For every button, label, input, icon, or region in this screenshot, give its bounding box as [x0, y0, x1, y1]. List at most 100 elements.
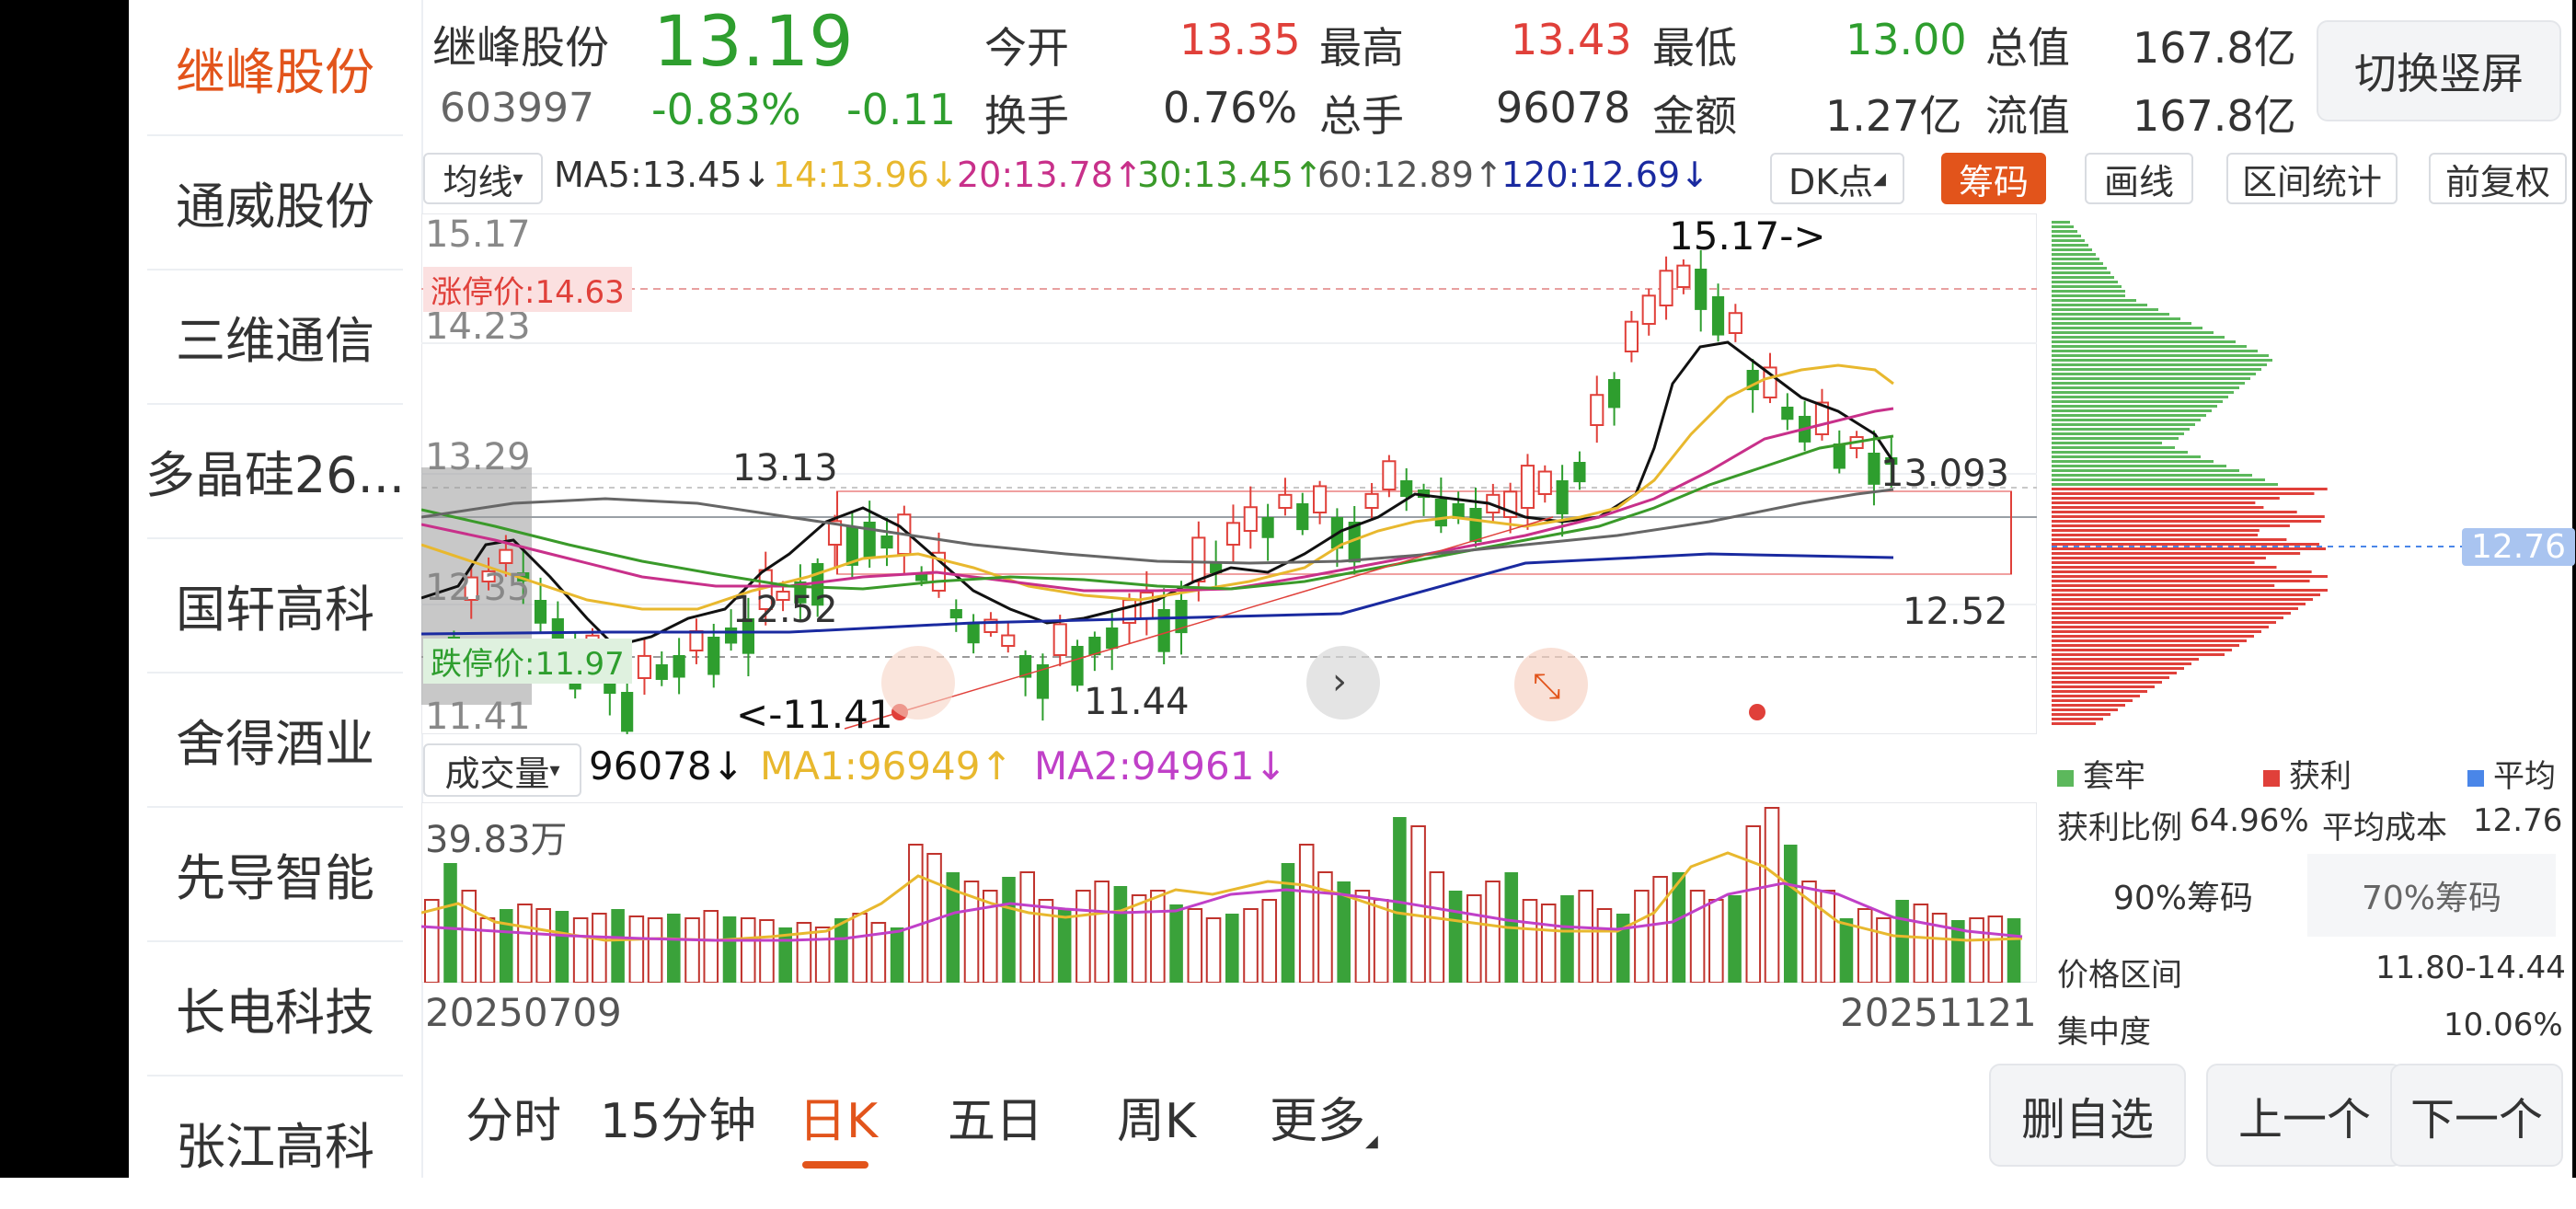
concentration-label: 集中度: [2057, 1014, 2151, 1051]
candle-body: [1278, 493, 1293, 509]
volume-bar: [1429, 871, 1445, 983]
chip-bar: [2052, 593, 2320, 596]
chip-bar: [2052, 635, 2254, 638]
candle-body: [534, 600, 547, 624]
volume-bar: [1131, 894, 1147, 983]
candle-body: [1833, 443, 1846, 469]
volume-bar: [1075, 890, 1091, 983]
chip-bar: [2052, 483, 2278, 486]
chip-bar: [2052, 271, 2110, 274]
ma-selector-dropdown[interactable]: 均线 ▾: [423, 153, 543, 204]
collapse-circle[interactable]: [1514, 648, 1588, 721]
stock-list-item-active[interactable]: 继峰股份: [147, 0, 403, 136]
volume-bar: [611, 909, 625, 983]
stock-list-item[interactable]: 张江高科: [176, 1117, 374, 1176]
low-label: 最低: [1652, 23, 1737, 73]
candle-body: [1556, 480, 1569, 514]
candle-body: [1641, 294, 1656, 325]
forward-adjust-button[interactable]: 前复权: [2429, 153, 2567, 204]
stock-list-item[interactable]: 先导智能: [147, 806, 403, 942]
candle-body: [1781, 407, 1794, 420]
candle-body: [1071, 646, 1084, 686]
volume-bar: [1354, 890, 1371, 983]
remove-watchlist-button[interactable]: 删自选: [1989, 1064, 2186, 1167]
stock-list-item[interactable]: 多晶硅26...: [147, 403, 403, 539]
candle-body: [673, 655, 685, 678]
chip-bar: [2052, 695, 2140, 697]
tab-more-label: 更多: [1270, 1094, 1366, 1149]
chip-bar: [2052, 322, 2191, 325]
draw-line-button[interactable]: 画线: [2085, 153, 2193, 204]
volume-bar: [684, 917, 700, 983]
volume-bar: [1540, 904, 1557, 983]
stock-list-item[interactable]: 长电科技: [147, 940, 403, 1077]
range-stats-button[interactable]: 区间统计: [2226, 153, 2398, 204]
volume-bar: [1373, 899, 1389, 983]
volume-bar: [1652, 876, 1668, 983]
tab-intraday[interactable]: 分时: [466, 1094, 562, 1149]
chip-bar: [2052, 428, 2190, 431]
tab-90-chip[interactable]: 90%筹码: [2059, 854, 2307, 937]
chip-bar: [2052, 396, 2228, 398]
volume-bar: [982, 890, 998, 983]
tab-weekly-k[interactable]: 周K: [1117, 1094, 1197, 1149]
tab-more[interactable]: 更多◢: [1270, 1082, 1378, 1151]
tab-70-chip[interactable]: 70%筹码: [2307, 854, 2556, 937]
collapse-icon: ⤡: [1533, 665, 1560, 706]
chip-bar: [2052, 442, 2162, 444]
low-price-marker: <-11.41: [736, 692, 893, 737]
ma60-line: [421, 488, 1894, 565]
legend-locked-label: 套牢: [2083, 758, 2145, 795]
price-range-value: 11.80-14.44: [2375, 950, 2566, 986]
volume-bar: [1820, 890, 1836, 983]
tab-15min[interactable]: 15分钟: [600, 1094, 757, 1149]
switch-portrait-button[interactable]: 切换竖屏: [2317, 20, 2561, 121]
chip-bar: [2052, 492, 2315, 495]
volume-bar: [424, 899, 440, 983]
kline-chart[interactable]: › ⤡: [421, 213, 2037, 734]
chip-bar: [2052, 294, 2125, 297]
next-arrow-circle[interactable]: [1306, 646, 1380, 720]
volume-bar: [703, 910, 719, 983]
candle-body: [827, 520, 843, 546]
volume-bar: [499, 909, 513, 983]
volume-bar: [1672, 872, 1686, 983]
chip-bar: [2052, 253, 2096, 256]
chip-bar: [2052, 368, 2261, 371]
stock-list-item[interactable]: 三维通信: [147, 269, 403, 405]
change-amount: -0.11: [846, 85, 957, 134]
turnover-label: 换手: [984, 91, 1069, 141]
previous-stock-button[interactable]: 上一个: [2206, 1064, 2403, 1167]
chip-bar: [2052, 529, 2260, 532]
stock-list-item[interactable]: 通威股份: [147, 134, 403, 271]
volume-bar: [1969, 917, 1984, 983]
volume-bar: [1987, 915, 2004, 983]
volume-bar: [890, 927, 904, 983]
chip-bar: [2052, 672, 2177, 674]
tab-daily-k[interactable]: 日K: [799, 1094, 879, 1149]
legend-profit-label: 获利: [2289, 758, 2352, 795]
tab-five-day[interactable]: 五日: [948, 1094, 1044, 1149]
stock-list-item[interactable]: 国轩高科: [147, 537, 403, 674]
candle-body: [1624, 320, 1639, 352]
float-cap-label: 流值: [1985, 91, 2070, 141]
volume-selector-dropdown[interactable]: 成交量 ▾: [423, 743, 581, 797]
next-stock-button[interactable]: 下一个: [2390, 1064, 2563, 1167]
candle-body: [464, 576, 478, 602]
stock-list-item[interactable]: 舍得酒业: [147, 672, 403, 808]
chip-bar: [2052, 221, 2070, 224]
float-cap-value: 167.8亿: [2133, 91, 2296, 141]
chip-bar: [2052, 423, 2195, 426]
candle-body: [481, 570, 496, 583]
range-label: 12.52: [1903, 591, 2008, 633]
chip-button[interactable]: 筹码: [1941, 153, 2046, 204]
volume-bar: [1094, 881, 1110, 983]
volume-chart[interactable]: [421, 802, 2037, 983]
dk-point-button[interactable]: DK点 ◢: [1770, 153, 1904, 204]
candle-body: [1868, 453, 1880, 485]
candle-body: [1106, 628, 1119, 650]
chip-bar: [2052, 281, 2118, 283]
volume-bar: [814, 927, 831, 983]
y-axis-label: 12.35: [425, 567, 531, 609]
avg-cost-value: 12.76: [2473, 802, 2563, 839]
